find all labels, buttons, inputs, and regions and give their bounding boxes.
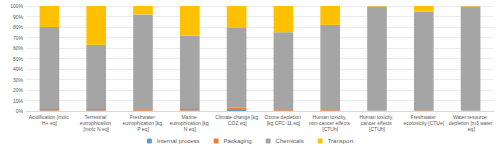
svg-text:30%: 30%: [13, 77, 24, 83]
svg-text:10%: 10%: [13, 98, 24, 104]
svg-text:[CTUh]: [CTUh]: [369, 126, 385, 132]
svg-text:eutrophication [kg: eutrophication [kg: [169, 120, 211, 126]
svg-text:P eq]: P eq]: [137, 126, 149, 132]
svg-text:depletion [m3 water: depletion [m3 water: [448, 120, 493, 126]
svg-text:Chemicals: Chemicals: [276, 138, 304, 144]
svg-text:Terrestrial: Terrestrial: [84, 114, 108, 120]
svg-text:Packaging: Packaging: [224, 138, 252, 144]
svg-text:non-cancer effects: non-cancer effects: [309, 120, 352, 126]
svg-text:[CTUh]: [CTUh]: [322, 126, 338, 132]
svg-text:Water resource: Water resource: [452, 114, 489, 120]
svg-text:[molc N eq]: [molc N eq]: [84, 126, 110, 132]
svg-text:50%: 50%: [13, 56, 24, 62]
svg-text:N eq]: N eq]: [184, 126, 197, 132]
svg-text:Ozone depletion: Ozone depletion: [264, 114, 303, 120]
svg-text:100%: 100%: [10, 3, 23, 9]
svg-text:Marine: Marine: [181, 114, 199, 120]
svg-text:Transport: Transport: [328, 138, 354, 144]
svg-text:Freshwater: Freshwater: [410, 114, 437, 120]
svg-text:70%: 70%: [13, 35, 24, 41]
svg-text:20%: 20%: [13, 87, 24, 93]
svg-text:40%: 40%: [13, 66, 24, 72]
svg-text:60%: 60%: [13, 45, 24, 51]
svg-text:Freshwater: Freshwater: [129, 114, 157, 120]
svg-text:Human toxicity,: Human toxicity,: [359, 114, 395, 120]
svg-text:Acidification [molc: Acidification [molc: [28, 114, 71, 120]
svg-text:Human toxicity,: Human toxicity,: [312, 114, 348, 120]
svg-text:Climate change [kg: Climate change [kg: [215, 114, 258, 120]
svg-text:H+ eq]: H+ eq]: [42, 120, 57, 126]
svg-text:ecotoxicity [CTUe]: ecotoxicity [CTUe]: [404, 120, 445, 126]
svg-text:eutrophication [kg: eutrophication [kg: [122, 120, 164, 126]
svg-text:eutrophication: eutrophication: [79, 120, 113, 126]
svg-text:Internal process: Internal process: [157, 138, 200, 144]
svg-text:[kg CFC-11 eq]: [kg CFC-11 eq]: [267, 120, 301, 126]
svg-text:0%: 0%: [16, 108, 24, 114]
svg-text:90%: 90%: [13, 14, 24, 20]
svg-text:eq]: eq]: [466, 126, 475, 132]
svg-text:CO2 eq]: CO2 eq]: [227, 120, 248, 126]
svg-text:80%: 80%: [13, 24, 24, 30]
svg-text:cancer effects: cancer effects: [360, 120, 394, 126]
